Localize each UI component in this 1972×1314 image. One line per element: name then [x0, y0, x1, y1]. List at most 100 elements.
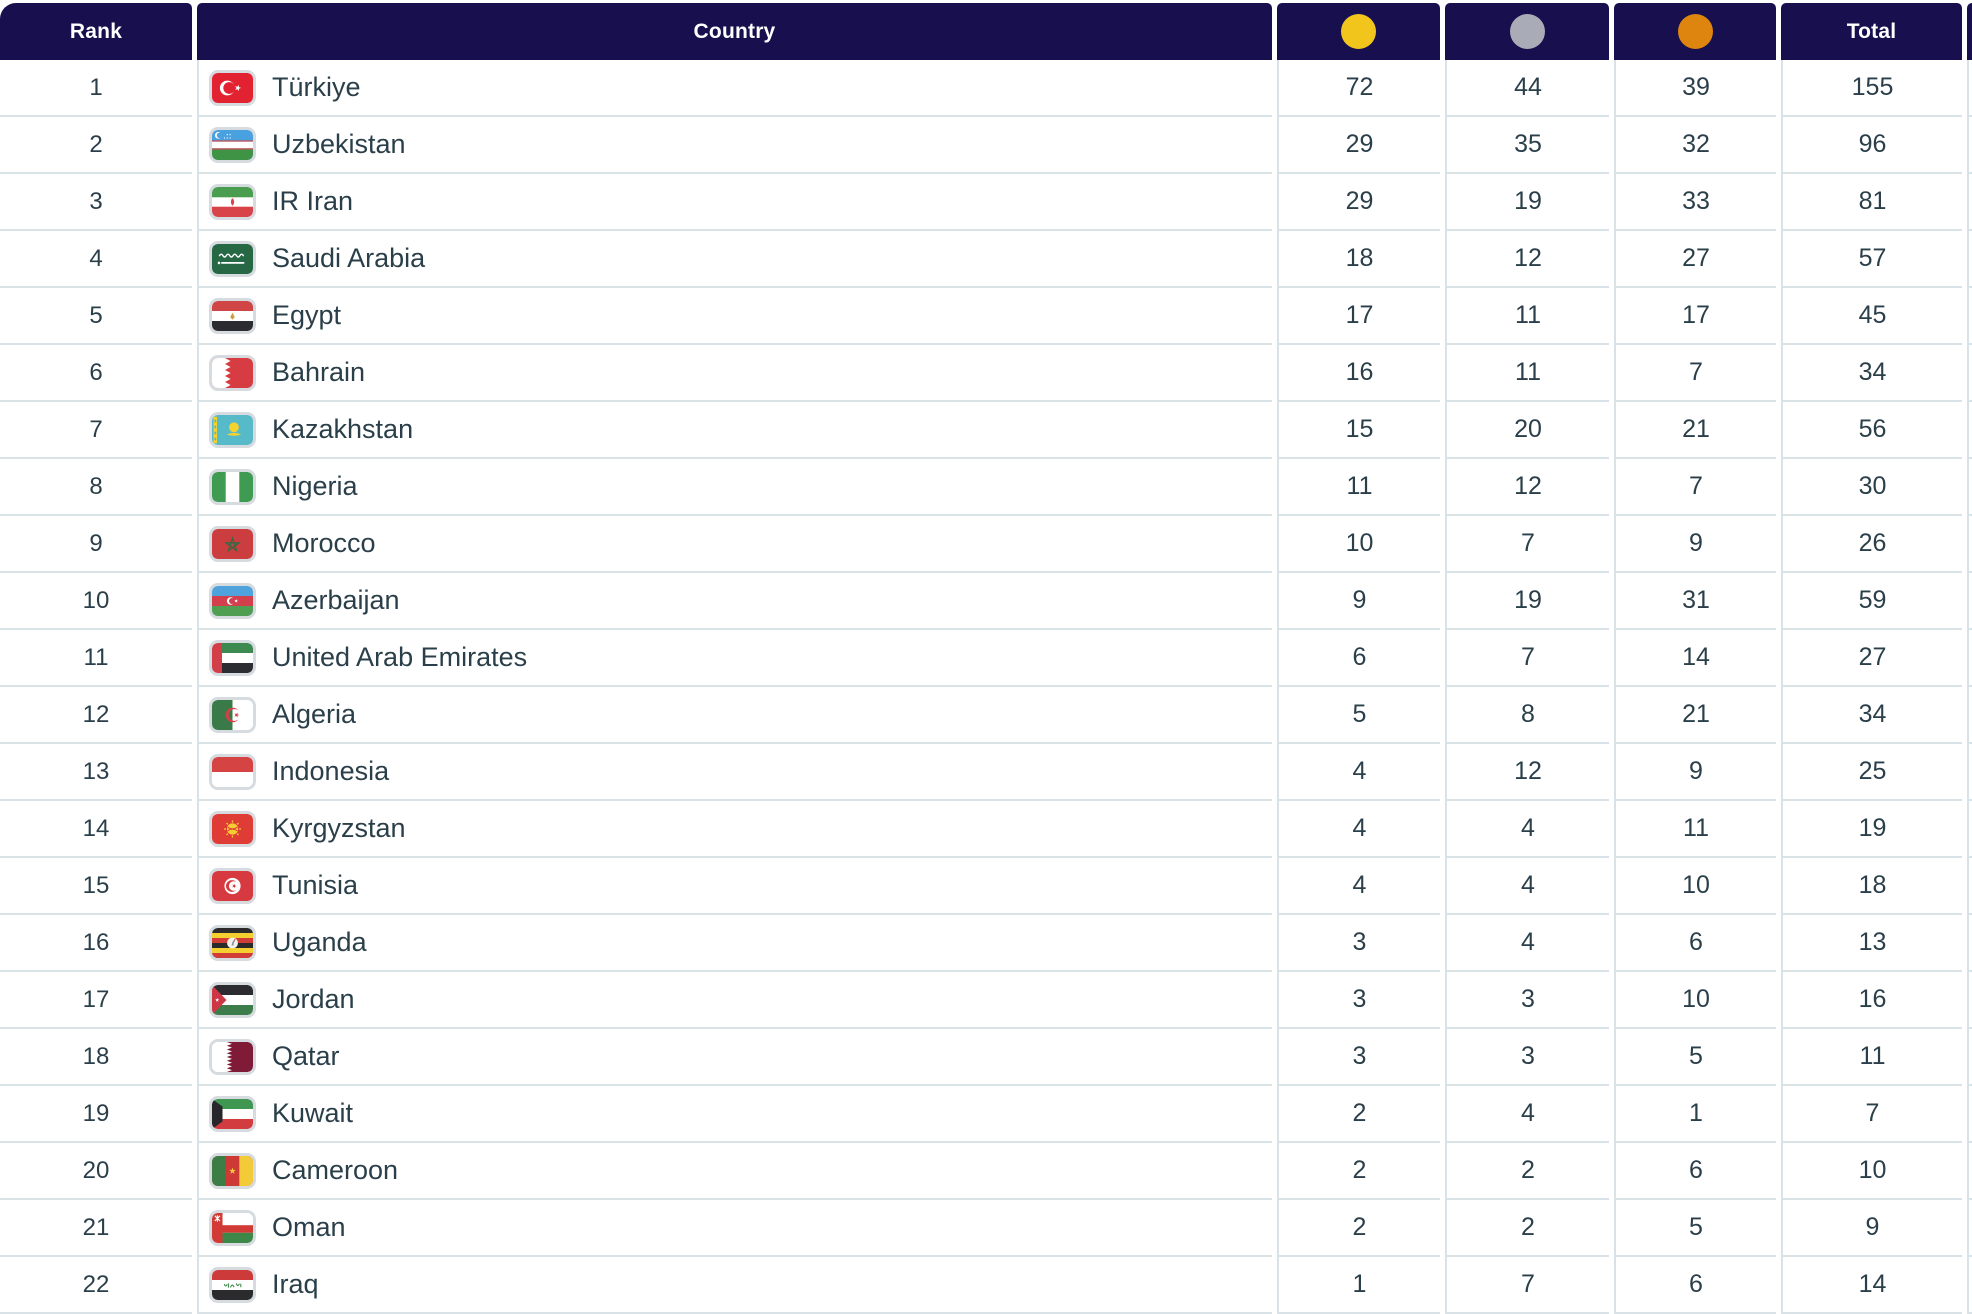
gold-count: 4	[1352, 871, 1367, 899]
total-count: 45	[1858, 301, 1887, 329]
country-cell: Cameroon	[197, 1143, 1272, 1200]
gold-count: 11	[1346, 472, 1373, 500]
bronze-count-cell: 6	[1614, 1257, 1776, 1314]
country-flag-icon-aze	[209, 582, 256, 619]
rank-cell: 17	[0, 972, 192, 1029]
silver-count: 3	[1521, 985, 1535, 1013]
rank-value: 19	[82, 1099, 110, 1127]
silver-count: 4	[1521, 1099, 1535, 1127]
gold-count: 2	[1352, 1099, 1367, 1127]
cutoff-cell	[1967, 231, 1972, 288]
country-cell: Indonesia	[197, 744, 1272, 801]
bronze-count-cell: 17	[1614, 288, 1776, 345]
country-name: Kuwait	[272, 1098, 354, 1128]
country-cell: Egypt	[197, 288, 1272, 345]
country-name: Qatar	[272, 1041, 340, 1071]
total-count: 34	[1858, 700, 1887, 728]
total-count-cell: 30	[1781, 459, 1962, 516]
cutoff-cell	[1967, 288, 1972, 345]
silver-count: 4	[1521, 928, 1535, 956]
bronze-count: 9	[1689, 529, 1703, 557]
country-flag-icon-irq	[209, 1266, 256, 1303]
country-cell: Türkiye	[197, 60, 1272, 117]
country-cell: Azerbaijan	[197, 573, 1272, 630]
gold-count: 29	[1345, 187, 1374, 215]
total-count-cell: 81	[1781, 174, 1962, 231]
country-cell: Bahrain	[197, 345, 1272, 402]
silver-count: 20	[1514, 415, 1542, 443]
silver-count-cell: 3	[1445, 972, 1609, 1029]
bronze-count: 7	[1689, 472, 1703, 500]
bronze-count: 7	[1689, 358, 1703, 386]
rank-cell: 2	[0, 117, 192, 174]
silver-count-cell: 7	[1445, 630, 1609, 687]
cutoff-cell	[1967, 1143, 1972, 1200]
bronze-count: 39	[1682, 73, 1710, 101]
cutoff-cell	[1967, 687, 1972, 744]
silver-count-cell: 12	[1445, 459, 1609, 516]
silver-count-cell: 11	[1445, 288, 1609, 345]
gold-count-cell: 15	[1277, 402, 1440, 459]
total-count: 14	[1858, 1270, 1887, 1298]
country-cell: Uzbekistan	[197, 117, 1272, 174]
silver-count-cell: 4	[1445, 801, 1609, 858]
gold-count: 16	[1345, 358, 1374, 386]
silver-count: 44	[1514, 73, 1542, 101]
rank-cell: 8	[0, 459, 192, 516]
gold-count-cell: 17	[1277, 288, 1440, 345]
silver-count: 12	[1514, 472, 1542, 500]
silver-count-cell: 2	[1445, 1200, 1609, 1257]
country-cell: Qatar	[197, 1029, 1272, 1086]
bronze-count: 11	[1683, 814, 1709, 842]
rank-value: 5	[89, 301, 103, 329]
gold-count-cell: 2	[1277, 1143, 1440, 1200]
cutoff-cell	[1967, 573, 1972, 630]
bronze-count-cell: 10	[1614, 972, 1776, 1029]
total-count-cell: 56	[1781, 402, 1962, 459]
total-count: 19	[1858, 814, 1887, 842]
cutoff-cell	[1967, 1086, 1972, 1143]
cutoff-cell	[1967, 972, 1972, 1029]
country-name: Iraq	[272, 1269, 319, 1299]
country-name: Jordan	[272, 984, 355, 1014]
gold-count: 3	[1352, 1042, 1367, 1070]
rank-cell: 13	[0, 744, 192, 801]
cutoff-cell	[1967, 174, 1972, 231]
total-count-cell: 27	[1781, 630, 1962, 687]
gold-count-cell: 9	[1277, 573, 1440, 630]
silver-count: 19	[1514, 187, 1542, 215]
gold-count: 3	[1352, 985, 1367, 1013]
silver-count: 11	[1515, 358, 1541, 386]
bronze-count-cell: 32	[1614, 117, 1776, 174]
bronze-count-cell: 5	[1614, 1029, 1776, 1086]
rank-value: 3	[89, 187, 103, 215]
country-cell: Saudi Arabia	[197, 231, 1272, 288]
total-count-cell: 26	[1781, 516, 1962, 573]
rank-cell: 9	[0, 516, 192, 573]
gold-count: 6	[1352, 643, 1367, 671]
bronze-count: 27	[1682, 244, 1710, 272]
total-count: 18	[1858, 871, 1887, 899]
rank-cell: 18	[0, 1029, 192, 1086]
total-count-cell: 34	[1781, 687, 1962, 744]
total-count-cell: 155	[1781, 60, 1962, 117]
cutoff-cell	[1967, 858, 1972, 915]
bronze-count-cell: 39	[1614, 60, 1776, 117]
country-name: Uganda	[272, 927, 367, 957]
silver-count-cell: 3	[1445, 1029, 1609, 1086]
rank-cell: 3	[0, 174, 192, 231]
country-flag-icon-omn	[209, 1209, 256, 1246]
bronze-count-cell: 33	[1614, 174, 1776, 231]
gold-medal-icon	[1341, 14, 1376, 49]
bronze-medal-icon	[1677, 14, 1713, 49]
gold-count: 3	[1352, 928, 1367, 956]
column-header-rank: Rank	[0, 3, 192, 60]
rank-cell: 11	[0, 630, 192, 687]
gold-count: 18	[1345, 244, 1374, 272]
rank-cell: 1	[0, 60, 192, 117]
gold-count-cell: 72	[1277, 60, 1440, 117]
rank-value: 18	[82, 1042, 110, 1070]
total-count-cell: 16	[1781, 972, 1962, 1029]
total-count: 34	[1858, 358, 1887, 386]
silver-count: 11	[1515, 301, 1541, 329]
